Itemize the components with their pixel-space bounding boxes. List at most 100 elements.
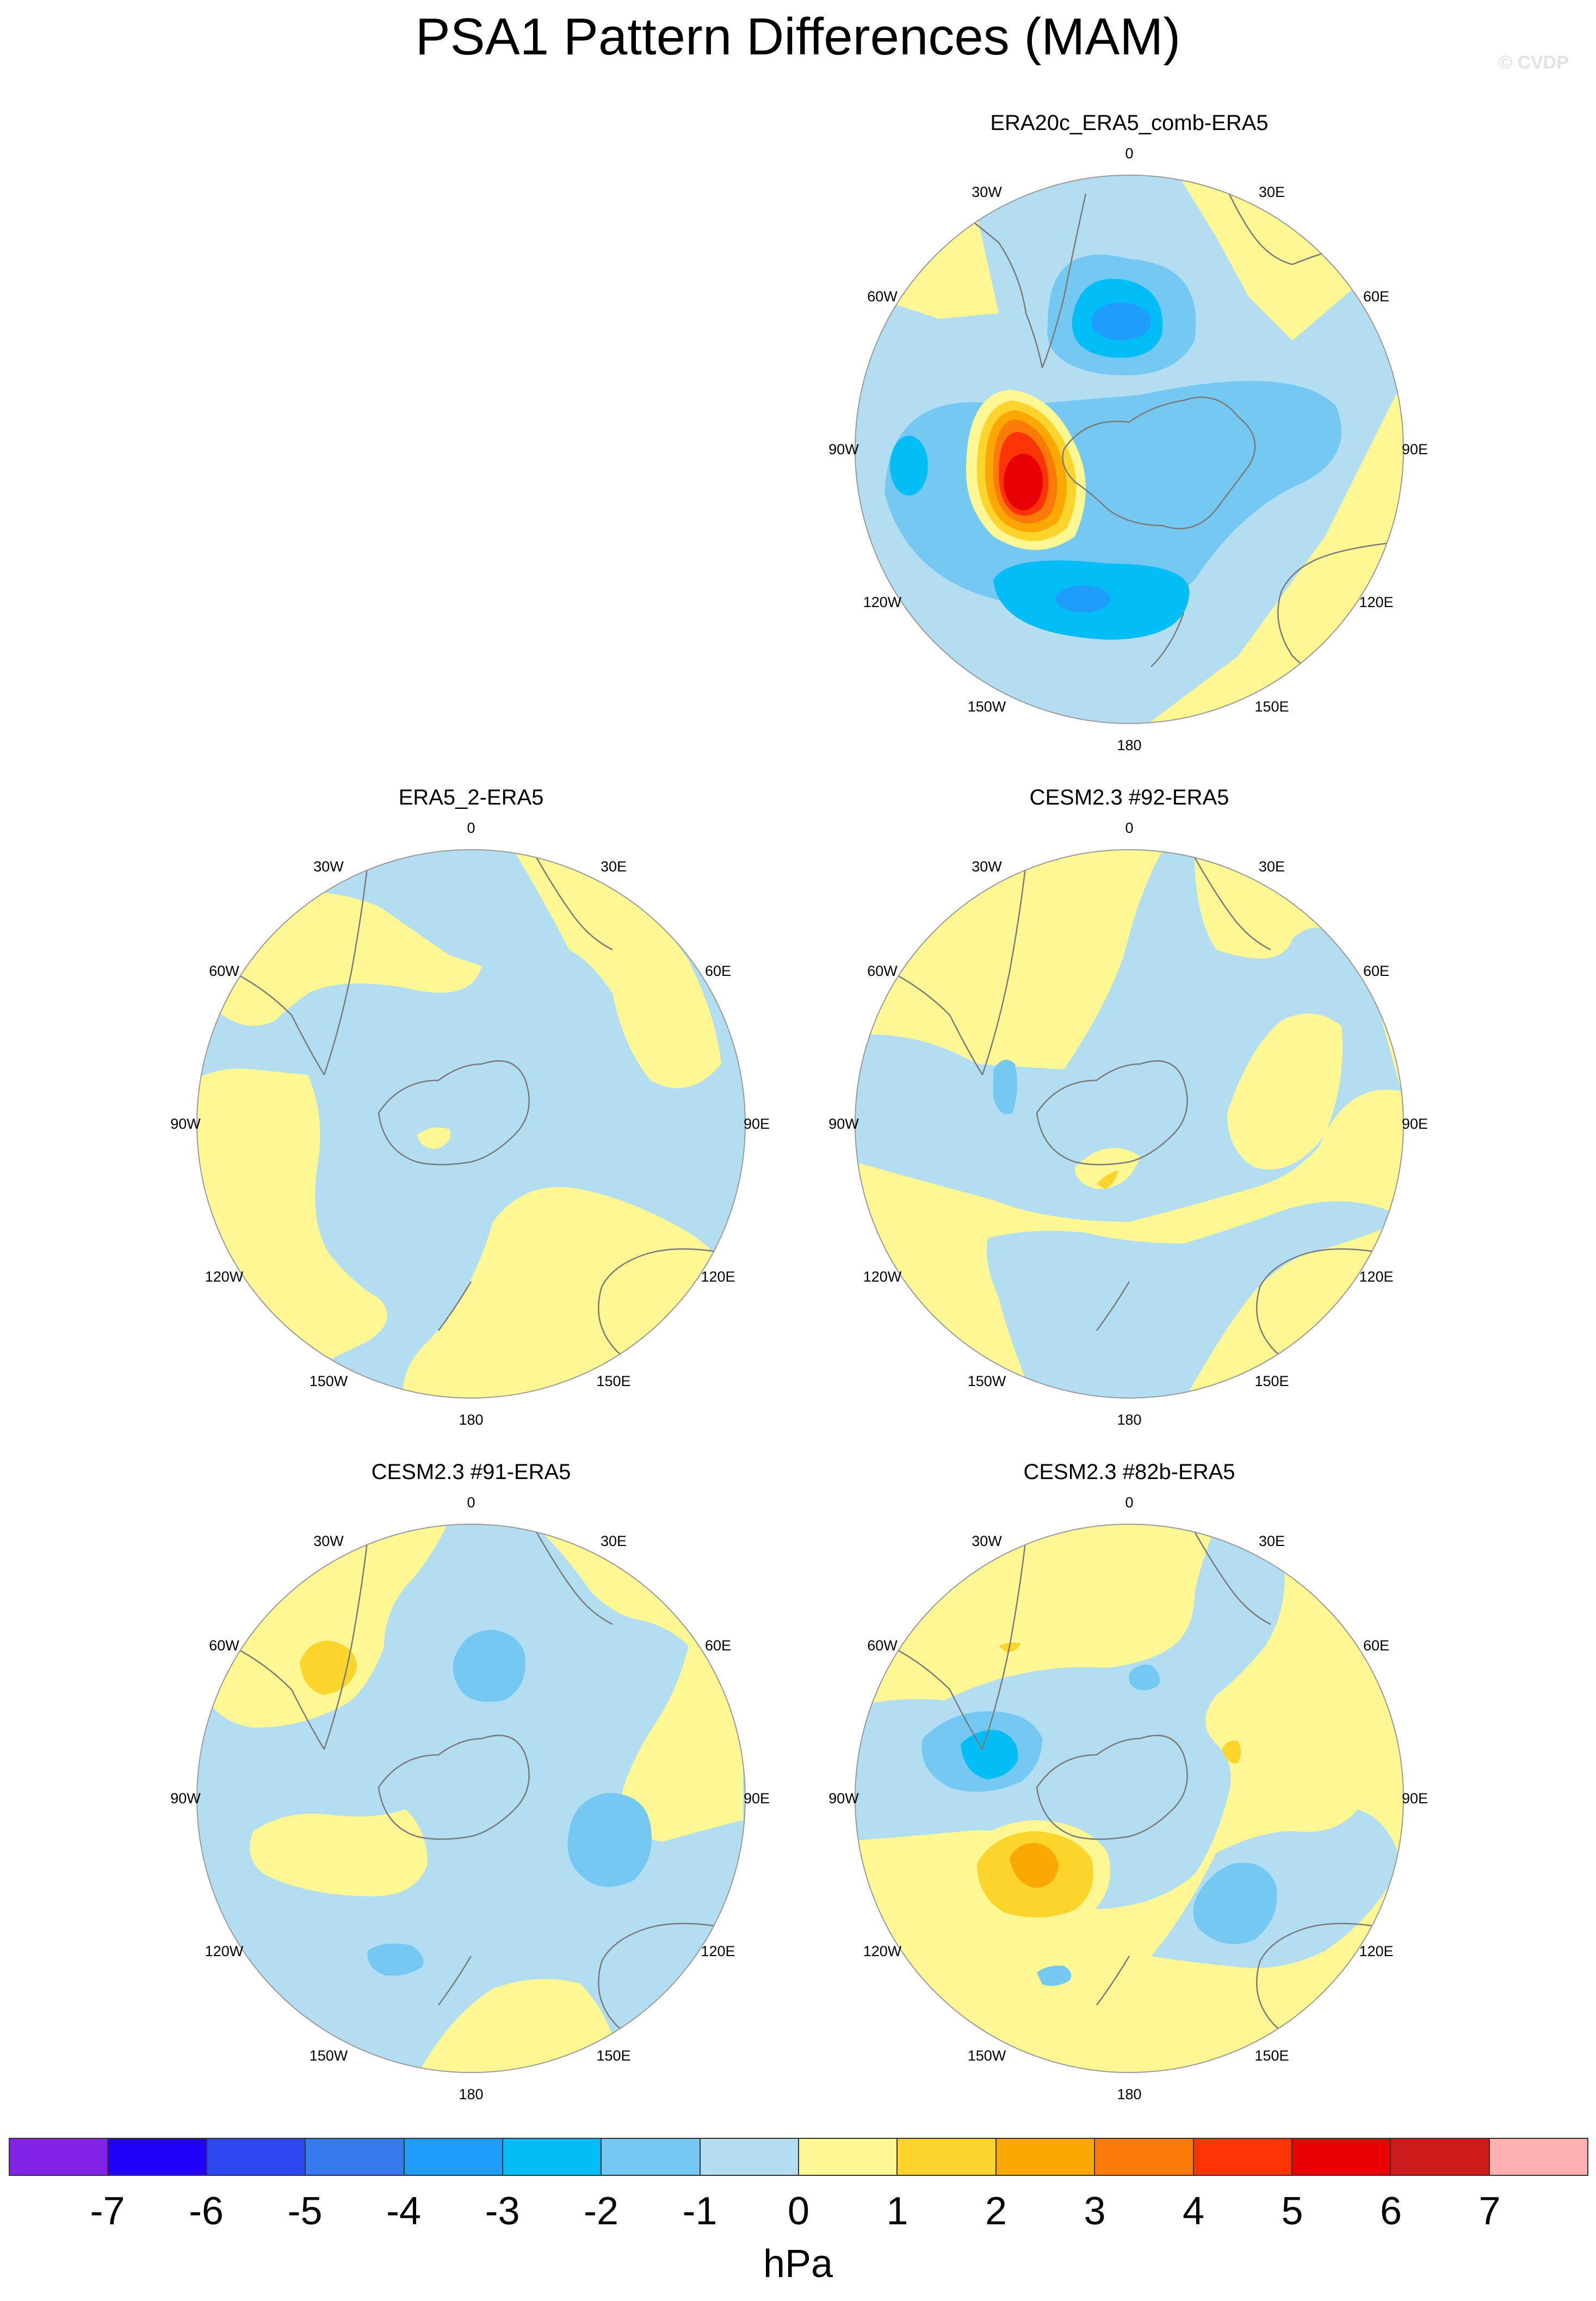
colorbar-tick-label: 0	[787, 2189, 810, 2233]
colorbar-swatch	[1193, 2139, 1292, 2175]
positive-region	[1075, 1148, 1140, 1189]
south-america-coastline	[231, 970, 325, 1075]
colorbar-tick-label: -6	[188, 2189, 224, 2233]
lon-label: 150W	[310, 2048, 348, 2064]
antarctica-coastline	[1062, 397, 1256, 529]
colorbar-units: hPa	[763, 2242, 833, 2286]
cvdp-watermark: © CVDP	[1499, 52, 1569, 73]
south-america-coastline	[323, 1537, 369, 1750]
lon-label: 30W	[313, 1533, 344, 1549]
lon-label: 60W	[867, 963, 898, 979]
panel-title-era20c: ERA20c_ERA5_comb-ERA5	[990, 111, 1269, 135]
lon-label: 120E	[701, 1943, 735, 1959]
colorbar-swatch	[108, 2139, 207, 2175]
lon-label: 120E	[1359, 1269, 1393, 1285]
lon-label: 60W	[867, 1637, 898, 1654]
colorbar-swatch	[799, 2139, 898, 2175]
negative-region	[1193, 1863, 1277, 1944]
lon-label: 30E	[1259, 184, 1285, 200]
lon-label: 120W	[205, 1943, 244, 1959]
south-america-coastline	[323, 862, 369, 1075]
antarctica-coastline	[1036, 1735, 1188, 1840]
negative-region	[453, 1630, 525, 1702]
panel-title-cesm-91: CESM2.3 #91-ERA5	[371, 1460, 571, 1484]
africa-coastline	[1193, 857, 1271, 951]
lon-label: 0	[467, 820, 475, 836]
new-zealand-coastline	[437, 1956, 472, 2006]
map-panel-era20c: 0 30E 60E 90E 120E 150E 180 150W 120W 90…	[828, 145, 1428, 753]
lon-label: 120W	[863, 1943, 902, 1959]
lon-label: 150W	[968, 698, 1006, 715]
lon-label: 120E	[1359, 1943, 1393, 1959]
lon-label: 150E	[596, 1373, 630, 1389]
africa-coastline	[1215, 175, 1342, 265]
colorbar-swatch	[503, 2139, 602, 2175]
lon-label: 90E	[1402, 1116, 1428, 1132]
negative-region	[993, 1060, 1017, 1114]
lon-label: 120W	[863, 1269, 902, 1285]
new-zealand-coastline	[1096, 1281, 1130, 1331]
lon-label: 60W	[209, 1637, 239, 1654]
lon-label: 150E	[1254, 2048, 1289, 2064]
lon-label: 180	[1117, 2086, 1141, 2102]
africa-coastline	[535, 1531, 613, 1625]
negative-region	[1129, 1665, 1160, 1691]
lon-label: 120E	[1359, 594, 1393, 610]
longitude-labels: 0 30E 60E 90E 120E 150E 180 150W 120W 90…	[828, 145, 1428, 753]
negative-core	[1056, 585, 1110, 613]
colorbar-swatch	[404, 2139, 503, 2175]
colorbar-tick-label: -4	[386, 2189, 422, 2233]
lon-label: 150W	[968, 1373, 1006, 1389]
africa-coastline	[535, 857, 613, 951]
lon-label: 60E	[705, 963, 731, 979]
colorbar-tick-label: 3	[1084, 2189, 1106, 2233]
positive-anomaly	[300, 1641, 357, 1695]
lon-label: 150E	[1254, 698, 1289, 715]
lon-label: 90W	[170, 1116, 201, 1132]
colorbar-tick-label: -2	[583, 2189, 619, 2233]
negative-region	[367, 1943, 424, 1976]
lon-label: 150W	[310, 1373, 348, 1389]
colorbar-swatch	[1095, 2139, 1194, 2175]
map-panel-cesm-92: 0 30E 60E 90E 120E 150E 180 150W 120W 90…	[828, 820, 1428, 1428]
colorbar-swatch	[996, 2139, 1096, 2175]
lon-label: 90E	[1402, 441, 1428, 457]
colorbar-tick-label: -3	[485, 2189, 520, 2233]
colorbar-swatch	[1391, 2139, 1490, 2175]
south-america-coastline	[231, 1645, 325, 1750]
colorbar-swatch	[898, 2139, 997, 2175]
map-panel-cesm-91: 0 30E 60E 90E 120E 150E 180 150W 120W 90…	[170, 1494, 770, 2102]
south-america-coastline	[981, 1537, 1027, 1750]
lon-label: 60E	[1363, 288, 1389, 305]
lon-label: 30W	[972, 184, 1002, 200]
colorbar-tick-label: 6	[1380, 2189, 1402, 2233]
panel-title-cesm-92: CESM2.3 #92-ERA5	[1029, 785, 1229, 809]
lon-label: 180	[1117, 1412, 1141, 1428]
negative-region	[961, 1730, 1018, 1779]
lon-label: 180	[1117, 737, 1141, 753]
colorbar-tick-label: -1	[682, 2189, 717, 2233]
south-america-coastline	[981, 862, 1027, 1075]
panel-title-cesm-82b: CESM2.3 #82b-ERA5	[1023, 1460, 1235, 1484]
map-panel-cesm-82b: 0 30E 60E 90E 120E 150E 180 150W 120W 90…	[828, 1494, 1428, 2102]
positive-anomaly	[1097, 1170, 1118, 1189]
lon-label: 60E	[1363, 963, 1389, 979]
south-america-coastline	[889, 1645, 983, 1750]
lon-label: 0	[1125, 1494, 1133, 1511]
antarctica-coastline	[378, 1060, 530, 1166]
colorbar-swatch	[700, 2139, 799, 2175]
new-zealand-coastline	[437, 1281, 472, 1331]
panel-title-era5-2: ERA5_2-ERA5	[398, 785, 544, 809]
negative-region	[1037, 1965, 1072, 1986]
south-america-coastline	[1041, 193, 1087, 368]
lon-label: 30W	[972, 858, 1002, 875]
lon-label: 30E	[601, 858, 627, 875]
colorbar-swatch	[1292, 2139, 1391, 2175]
colorbar-tick-label: 1	[886, 2189, 908, 2233]
longitude-labels: 0 30E 60E 90E 120E 150E 180 150W 120W 90…	[170, 820, 770, 1428]
lon-label: 30W	[313, 858, 344, 875]
negative-region	[855, 1526, 1285, 1909]
map-panel-era5-2: 0 30E 60E 90E 120E 150E 180 150W 120W 90…	[170, 820, 770, 1428]
antarctica-coastline	[1036, 1060, 1188, 1166]
lon-label: 60W	[867, 288, 898, 305]
